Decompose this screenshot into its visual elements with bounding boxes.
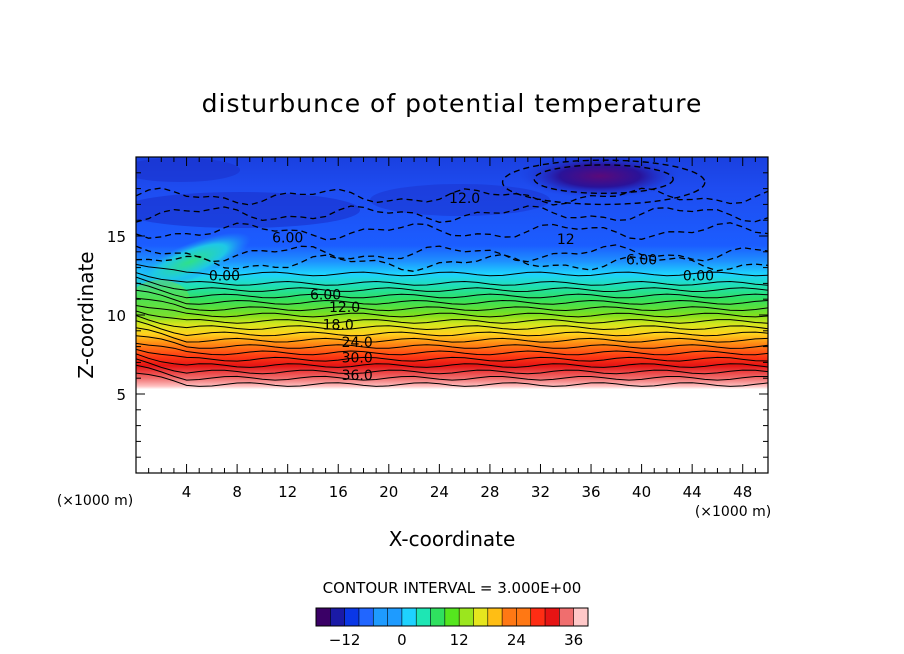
colorbar-cell (559, 608, 575, 626)
warm-anomaly (136, 232, 251, 292)
colorbar-cell (459, 608, 474, 626)
contour-line (136, 353, 768, 368)
contour-line (136, 310, 768, 324)
contour-label: 24.0 (342, 335, 373, 351)
colorbar: −12 0 12 24 36 (315, 607, 589, 649)
x-tick-label: 16 (329, 483, 348, 501)
x-tick-label: 36 (581, 483, 600, 501)
y-tick-label: 10 (107, 307, 126, 325)
colorbar-cell (444, 608, 460, 626)
contour-line (136, 305, 768, 318)
contour-label: 36.0 (342, 368, 373, 384)
contour-lines (136, 159, 768, 387)
colorbar-cell (416, 608, 432, 626)
colorbar-tick-label: −12 (329, 631, 361, 649)
contour-line (136, 282, 768, 299)
contour-label: 30.0 (342, 351, 373, 367)
x-tick-label: 32 (531, 483, 550, 501)
contour-label: 6.00 (272, 231, 303, 247)
colorbar-ticks: −12 0 12 24 36 (329, 608, 583, 649)
y-tick-label: 5 (116, 386, 126, 404)
contour-label: 12.0 (329, 300, 360, 316)
colorbar-cell (373, 608, 389, 626)
x-tick-label: 28 (480, 483, 499, 501)
colorbar-cell (330, 608, 346, 626)
colorbar-tick-label: 36 (564, 631, 583, 649)
colorbar-cell (473, 608, 489, 626)
contour-line-negative (136, 187, 768, 206)
colorbar-cell (545, 608, 560, 626)
x-tick-label: 48 (733, 483, 752, 501)
colorbar-cell (573, 608, 589, 626)
contour-line (136, 358, 768, 375)
x-tick-label: 40 (632, 483, 651, 501)
x-unit-left: (×1000 m) (57, 493, 133, 509)
colorbar-cell (358, 608, 374, 626)
x-tick-label: 4 (182, 483, 192, 501)
contour-line (136, 342, 768, 356)
contour-line (136, 364, 768, 381)
contour-label: 6.00 (626, 253, 657, 269)
x-unit-right: (×1000 m) (695, 504, 771, 520)
y-tick-label: 15 (107, 228, 126, 246)
contour-label: 18.0 (323, 317, 354, 333)
contour-label: 12.0 (449, 191, 480, 207)
contour-label: 0.00 (209, 269, 240, 285)
colorbar-tick-label: 24 (507, 631, 526, 649)
contour-line (136, 335, 768, 349)
contour-line (136, 272, 768, 286)
contour-line (136, 320, 768, 337)
contour-line-negative (136, 205, 768, 223)
contour-line (136, 327, 768, 343)
colorbar-tick-label: 0 (397, 631, 407, 649)
x-tick-label: 24 (430, 483, 449, 501)
colorbar-cell (516, 608, 532, 626)
contour-labels: 12.06.00 126.000.00 0.006.0012.018.024.030… (209, 191, 714, 384)
colorbar-cell (487, 608, 503, 626)
x-tick-label: 12 (278, 483, 297, 501)
contour-line (136, 276, 768, 293)
cold-anomaly (520, 157, 680, 198)
x-axis-label: X-coordinate (389, 527, 516, 551)
contour-line (136, 263, 768, 277)
contour-label: 6.00 (310, 287, 341, 303)
contour-line (136, 289, 768, 305)
contour-line (136, 315, 768, 331)
colorbar-cell (401, 608, 417, 626)
y-axis-label: Z-coordinate (74, 251, 98, 378)
contour-line (136, 372, 768, 387)
cold-anomaly (370, 184, 550, 216)
contour-label: 0.00 (683, 269, 714, 285)
colorbar-cell (430, 608, 446, 626)
colorbar-frame (315, 607, 589, 627)
contour-label: 12 (557, 232, 575, 248)
colorbar-cell (344, 608, 360, 626)
contour-line-negative (136, 244, 768, 263)
x-tick-label: 20 (379, 483, 398, 501)
contour-line-negative (136, 222, 768, 241)
contour-line-negative (533, 164, 674, 195)
contour-interval-label: CONTOUR INTERVAL = 3.000E+00 (323, 579, 582, 597)
contour-line-negative (136, 253, 768, 273)
x-tick-label: 44 (683, 483, 702, 501)
warm-anomaly (136, 280, 190, 320)
colorbar-cell (530, 608, 546, 626)
contour-line (136, 297, 768, 312)
colorbar-tick-label: 12 (450, 631, 469, 649)
colorbar-cell (502, 608, 517, 626)
chart-title: disturbunce of potential temperature (202, 89, 703, 118)
plot-area (136, 157, 768, 473)
axis-ticks (136, 157, 768, 473)
colorbar-cell (387, 608, 403, 626)
x-tick-label: 8 (232, 483, 242, 501)
colorbar-cells (316, 608, 589, 626)
colorbar-cell (316, 608, 331, 626)
cold-anomaly (136, 158, 240, 182)
contour-line (136, 348, 768, 362)
cold-anomaly (136, 192, 360, 228)
